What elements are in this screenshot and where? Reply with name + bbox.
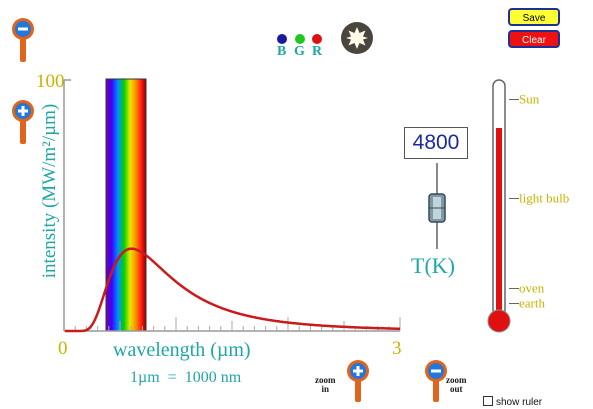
clear-button[interactable]: Clear xyxy=(508,30,560,48)
x-min-label: 0 xyxy=(58,338,68,359)
thermometer xyxy=(487,79,511,333)
show-ruler-label: show ruler xyxy=(496,397,543,408)
zoom-out-label: zoom out xyxy=(446,375,467,394)
vertical-zoom-out-icon[interactable] xyxy=(10,16,36,64)
blackbody-curve xyxy=(65,247,400,333)
show-ruler-checkbox[interactable] xyxy=(483,396,493,406)
visible-spectrum-band xyxy=(105,78,147,332)
thermometer-fill xyxy=(496,128,502,318)
temperature-readout: 4800 xyxy=(404,127,468,159)
mark-light-bulb: light bulb xyxy=(509,188,569,207)
temperature-unit-label: T(K) xyxy=(411,253,455,278)
mark-sun: Sun xyxy=(509,89,539,108)
r-label: R xyxy=(312,44,323,59)
temperature-slider-handle[interactable] xyxy=(428,193,446,223)
x-axis-label: wavelength (µm) xyxy=(113,339,251,361)
x-max-label: 3 xyxy=(392,338,402,359)
horizontal-zoom-in-icon[interactable] xyxy=(345,358,371,404)
y-max-label: 100 xyxy=(36,71,65,92)
mark-earth: earth xyxy=(509,293,545,312)
color-sensor: B G R xyxy=(272,31,332,61)
vertical-zoom-in-icon[interactable] xyxy=(10,98,36,146)
horizontal-zoom-out-icon[interactable] xyxy=(423,358,449,404)
green-dot-icon xyxy=(295,34,305,44)
y-axis-label: intensity (MW/m²/µm) xyxy=(39,103,60,279)
save-button[interactable]: Save xyxy=(508,8,560,26)
star-color-icon xyxy=(341,22,373,54)
blue-dot-icon xyxy=(277,34,287,44)
red-dot-icon xyxy=(312,34,322,44)
unit-note: 1µm = 1000 nm xyxy=(130,369,242,386)
show-ruler-option[interactable]: show ruler xyxy=(483,396,542,408)
b-label: B xyxy=(277,44,287,59)
zoom-in-label: zoom in xyxy=(315,375,336,394)
mark-oven: oven xyxy=(509,278,544,297)
g-label: G xyxy=(294,44,305,59)
